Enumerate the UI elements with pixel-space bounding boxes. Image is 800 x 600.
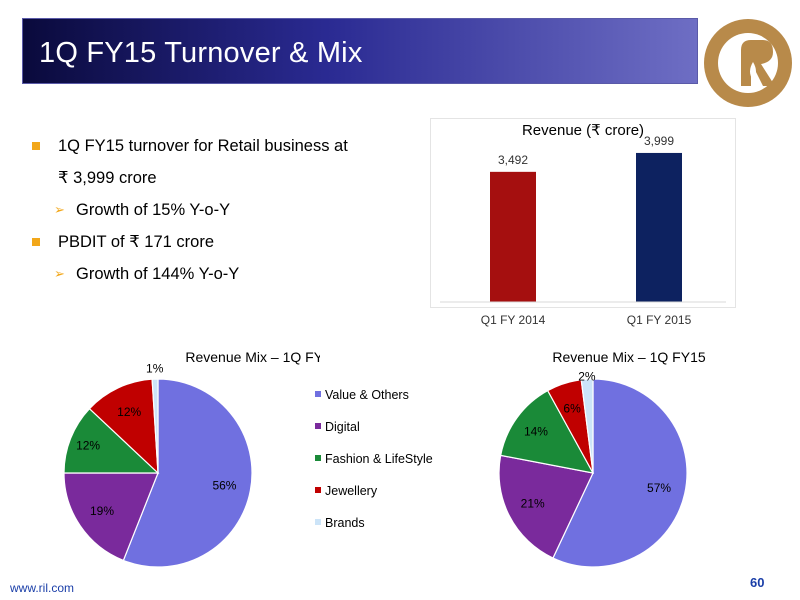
revenue-mix-fy15-pie: Revenue Mix – 1Q FY15 57% 21% 14% 6% 2% [498,349,706,568]
bullet-2: PBDIT of ₹ 171 crore [30,226,410,258]
bullet-1: 1Q FY15 turnover for Retail business at [30,130,410,162]
bullet-1-continuation: ₹ 3,999 crore [30,162,410,194]
bar-0 [490,171,536,302]
bullet-1-text-line2: ₹ 3,999 crore [58,169,157,187]
pie-slice-label: 12% [76,438,100,452]
bar-value-label: 3,999 [644,134,674,148]
pie-slice-label: 57% [647,481,671,495]
bar-category-label: Q1 FY 2015 [627,313,692,327]
legend-swatch [315,423,321,429]
pie-slice-0 [122,378,253,568]
pie-title: Revenue Mix – 1Q FY14 [185,349,320,365]
footer-url-link[interactable]: www.ril.com [10,581,75,595]
pie-slice-label: 12% [117,405,141,419]
pie-slice-0 [552,378,688,568]
pie-title: Revenue Mix – 1Q FY15 [552,349,706,365]
sub-bullet-2-text: Growth of 144% Y-o-Y [76,265,240,283]
reliance-logo [704,19,792,107]
bullet-1-text: 1Q FY15 turnover for Retail business at [58,137,348,155]
pie-slice-4 [151,378,159,474]
page-number: 60 [750,575,765,590]
legend-swatch [315,519,321,525]
pie-slice-label: 56% [212,479,236,493]
pie-slice-1 [498,454,594,559]
pie-slice-1 [63,472,159,562]
legend-swatch [315,487,321,493]
pie-slice-2 [63,407,160,474]
bar-value-label: 3,492 [498,153,528,167]
legend-label: Digital [325,420,360,434]
bar-category-label: Q1 FY 2014 [481,313,546,327]
legend-label: Jewellery [325,484,378,498]
pie-slice-2 [499,389,595,474]
bullet-list: 1Q FY15 turnover for Retail business at … [30,130,410,290]
sub-bullet-2: ➢ Growth of 144% Y-o-Y [30,258,410,290]
sub-bullet-1: ➢ Growth of 15% Y-o-Y [30,194,410,226]
pie-slice-label: 1% [146,362,164,376]
pie-slice-label: 14% [524,425,548,439]
revenue-mix-fy14-pie: Revenue Mix – 1Q FY14 56% 19% 12% 12% 1% [63,349,320,568]
pie-slice-3 [88,378,159,475]
bullet-square-icon [32,238,40,246]
pie-slice-label: 19% [90,504,114,518]
legend-label: Value & Others [325,388,409,402]
sub-bullet-1-text: Growth of 15% Y-o-Y [76,201,231,219]
pie-slice-label: 6% [563,402,581,416]
bullet-square-icon [32,142,40,150]
bar-chart-title: Revenue (₹ crore) [522,122,644,139]
legend-label: Brands [325,516,365,530]
slide-title: 1Q FY15 Turnover & Mix [39,37,363,69]
revenue-bar-chart: Revenue (₹ crore) 3,492 Q1 FY 2014 3,999 Q1 … [440,122,726,327]
legend-label: Fashion & LifeStyle [325,452,433,466]
pie-slice-label: 2% [578,369,596,383]
revenue-chart-frame [430,118,736,308]
pie-slice-4 [580,378,594,474]
bar-1 [636,152,682,302]
bullet-2-text: PBDIT of ₹ 171 crore [58,233,215,251]
arrow-bullet-icon: ➢ [54,202,65,217]
title-bar: 1Q FY15 Turnover & Mix [22,18,698,84]
arrow-bullet-icon: ➢ [54,266,65,281]
legend-swatch [315,455,321,461]
pie-slice-label: 21% [521,497,545,511]
legend-swatch [315,391,321,397]
